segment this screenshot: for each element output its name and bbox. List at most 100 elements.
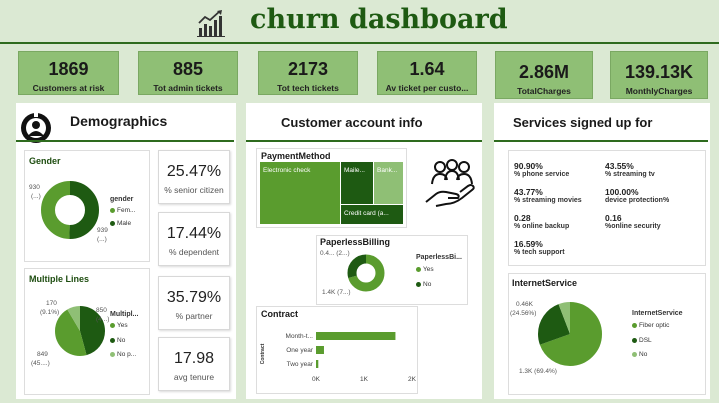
stat-card-avg-tenure[interactable]: 17.98 avg tenure — [158, 337, 230, 391]
multiple-lines-pie-chart[interactable] — [55, 306, 105, 356]
stat-label: % senior citizen — [164, 185, 224, 195]
stat-value: 35.79% — [166, 289, 222, 306]
ml-label-c2: (45....) — [31, 360, 50, 367]
legend-item-male[interactable]: Male — [110, 220, 131, 227]
internet-label-b: 1.3K (69.4%) — [519, 368, 557, 375]
bar-2[interactable] — [316, 360, 319, 368]
legend-item-yes[interactable]: Yes — [110, 322, 128, 329]
internet-service-title: InternetService — [512, 278, 578, 288]
ml-label-a2: (9.1%) — [40, 309, 60, 316]
account-title: Customer account info — [281, 115, 423, 130]
internet-label-a2: (24.56%) — [510, 310, 537, 317]
legend-item-dsl[interactable]: DSL — [632, 337, 652, 344]
paperless-label-a: 0.4... (2...) — [320, 250, 350, 257]
service-online-security: 0.16 %online security — [605, 213, 661, 230]
contract-title: Contract — [261, 309, 299, 319]
treemap-cell-mailed-check[interactable]: Maile... — [341, 162, 373, 204]
treemap-cell-credit-card[interactable]: Credit card (a... — [341, 205, 403, 224]
legend-item-yes[interactable]: Yes — [416, 266, 434, 273]
service-streaming-tv: 43.55%% streaming tv — [605, 161, 655, 178]
gender-donut-chart[interactable] — [40, 180, 100, 240]
bar-0[interactable] — [316, 332, 396, 340]
kpi-card-admin-tickets[interactable]: 885 Tot admin tickets — [138, 51, 238, 95]
internet-service-pie-chart[interactable] — [536, 300, 604, 368]
title-bar — [0, 0, 719, 44]
divider — [16, 140, 234, 142]
legend-item-female[interactable]: Fem... — [110, 207, 135, 214]
service-streaming-movies: 43.77%% streaming movies — [514, 187, 582, 204]
multiple-lines-title: Multiple Lines — [29, 274, 90, 284]
divider — [494, 140, 708, 142]
stat-label: % dependent — [168, 247, 220, 257]
paperless-legend-title: PaperlessBi... — [416, 254, 462, 261]
kpi-label: Av ticket per custo... — [385, 83, 469, 93]
services-card[interactable] — [508, 150, 706, 266]
kpi-card-customers-at-risk[interactable]: 1869 Customers at risk — [18, 51, 119, 95]
gender-legend-title: gender — [110, 196, 134, 203]
kpi-label: Customers at risk — [32, 83, 105, 93]
kpi-card-tech-tickets[interactable]: 2173 Tot tech tickets — [258, 51, 358, 95]
kpi-card-monthly-charges[interactable]: 139.13K MonthlyCharges — [610, 51, 708, 99]
x-tick-label: 1K — [360, 376, 369, 383]
service-device-protection: 100.00% device protection% — [605, 187, 670, 204]
service-tech-support: 16.59%% tech support — [514, 239, 565, 256]
kpi-label: MonthlyCharges — [625, 86, 693, 96]
demographics-title: Demographics — [70, 113, 168, 129]
stat-value: 25.47% — [166, 163, 222, 180]
stat-card-dependent[interactable]: 17.44% % dependent — [158, 212, 230, 266]
stat-label: avg tenure — [173, 372, 215, 382]
kpi-card-avg-ticket[interactable]: 1.64 Av ticket per custo... — [377, 51, 477, 95]
ml-label-b: 850 — [96, 307, 107, 314]
chart-logo-icon — [197, 10, 225, 37]
legend-item-no[interactable]: No — [632, 351, 647, 358]
paperless-billing-card[interactable] — [316, 235, 468, 305]
paperless-donut-chart[interactable] — [346, 253, 386, 293]
ml-label-b2: (4...) — [96, 316, 110, 323]
gender-label-b: 939 — [97, 227, 108, 234]
contract-card[interactable] — [256, 306, 418, 394]
contract-bar-chart[interactable]: Contract Month-t... One year Two year 0K 1K… — [256, 320, 418, 392]
kpi-value: 2.86M — [518, 62, 570, 82]
services-title: Services signed up for — [513, 115, 653, 130]
stat-card-partner[interactable]: 35.79% % partner — [158, 276, 230, 330]
pie-slice-dsl — [538, 302, 602, 366]
y-tick-label: Month-t... — [286, 333, 314, 340]
paperless-label-b: 1.4K (7...) — [322, 289, 351, 296]
kpi-value: 1869 — [48, 59, 89, 79]
legend-item-no[interactable]: No — [110, 337, 125, 344]
service-online-backup: 0.28% online backup — [514, 213, 570, 230]
kpi-label: Tot admin tickets — [153, 83, 223, 93]
pie-slice-yes — [55, 306, 105, 356]
legend-item-no[interactable]: No — [416, 281, 431, 288]
kpi-value: 885 — [172, 59, 204, 79]
legend-item-fiber-optic[interactable]: Fiber optic — [632, 322, 669, 329]
internet-legend-title: InternetService — [632, 310, 683, 317]
legend-item-no-phone[interactable]: No p... — [110, 351, 136, 358]
service-phone: 90.90%% phone service — [514, 161, 570, 178]
internet-label-a: 0.46K — [516, 301, 533, 308]
ml-label-a: 170 — [46, 300, 57, 307]
treemap-cell-bank-transfer[interactable]: Bank... — [374, 162, 403, 204]
gender-label-a: 930 — [29, 184, 40, 191]
treemap-cell-electronic-check[interactable]: Electronic check — [260, 162, 340, 224]
customers-hand-icon — [425, 159, 475, 207]
pie-slice-no-phone — [55, 306, 105, 356]
payment-method-title: PaymentMethod — [261, 151, 331, 161]
stat-card-senior-citizen[interactable]: 25.47% % senior citizen — [158, 150, 230, 204]
gender-title: Gender — [29, 156, 61, 166]
user-circle-icon — [21, 113, 51, 143]
stat-label: % partner — [175, 311, 213, 321]
kpi-card-total-charges[interactable]: 2.86M TotalCharges — [495, 51, 593, 99]
kpi-label: Tot tech tickets — [277, 83, 339, 93]
donut-slice-no — [347, 254, 385, 292]
stat-value: 17.98 — [173, 350, 215, 367]
kpi-label: TotalCharges — [517, 86, 571, 96]
stat-value: 17.44% — [166, 225, 222, 242]
divider — [246, 140, 482, 142]
paperless-billing-title: PaperlessBilling — [320, 237, 391, 247]
ml-legend-title: Multipl... — [110, 311, 139, 318]
ml-label-c: 849 — [37, 351, 48, 358]
dashboard-title: churn dashboard — [250, 4, 508, 35]
bar-1[interactable] — [316, 346, 324, 354]
donut-slice-female — [41, 181, 99, 239]
